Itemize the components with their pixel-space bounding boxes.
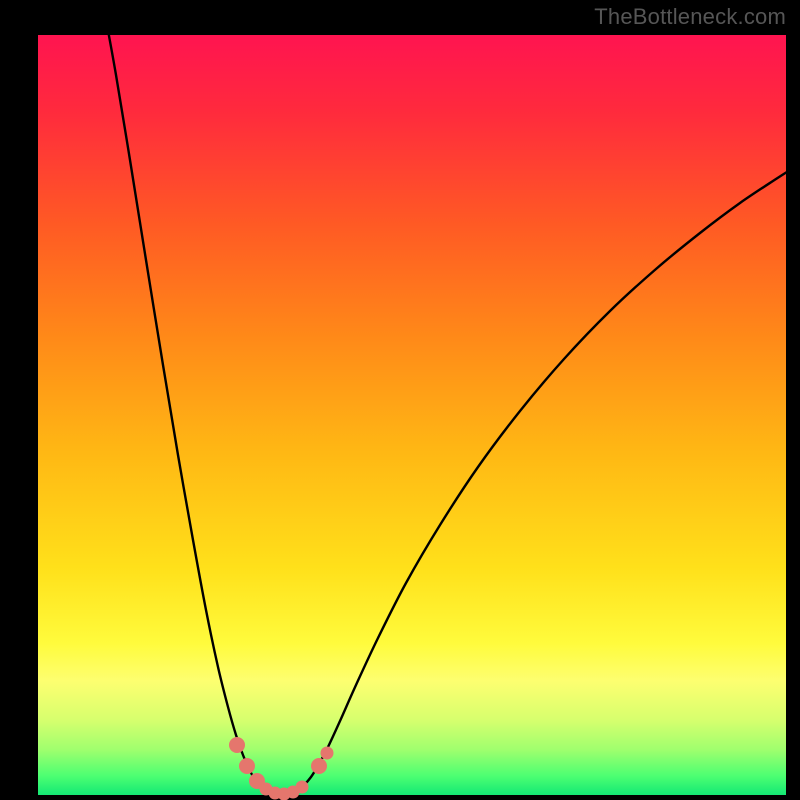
right-curve-path: [282, 170, 790, 794]
plot-area: [38, 35, 786, 795]
curve-marker: [296, 780, 309, 793]
left-curve-path: [107, 25, 282, 794]
curve-layer: [38, 35, 786, 795]
chart-frame: TheBottleneck.com: [0, 0, 800, 800]
curve-marker: [321, 747, 334, 760]
watermark-text: TheBottleneck.com: [594, 4, 786, 30]
curve-marker: [239, 758, 255, 774]
curve-marker: [229, 737, 245, 753]
curve-marker: [311, 758, 327, 774]
